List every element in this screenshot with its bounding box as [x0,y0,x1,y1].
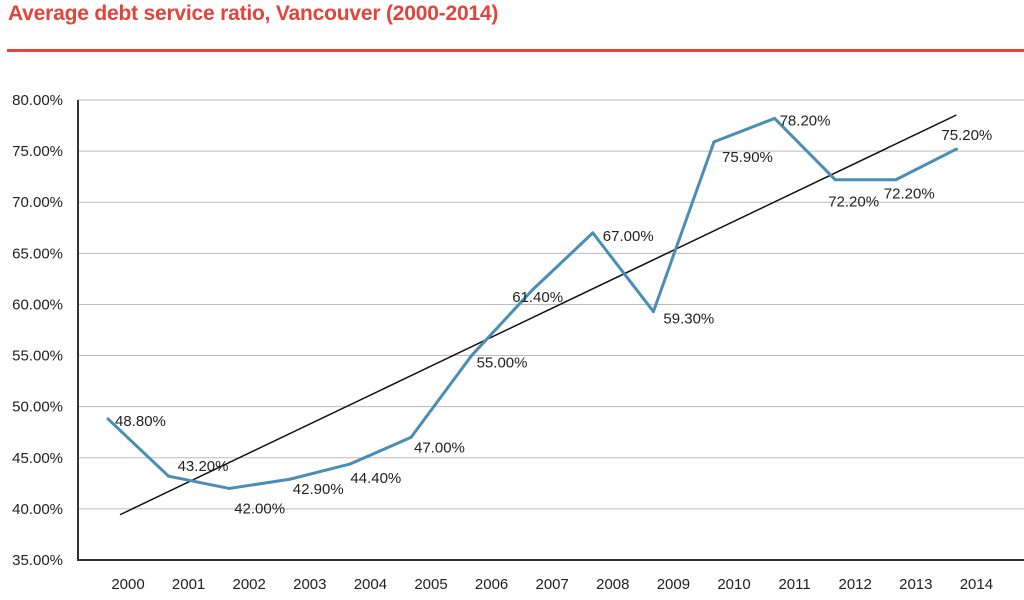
chart-title: Average debt service ratio, Vancouver (2… [8,2,499,25]
data-point [591,231,595,235]
data-point [833,178,837,182]
data-point [712,140,716,144]
x-tick-label: 2009 [657,576,690,593]
data-point [106,417,110,421]
data-point [773,116,777,120]
y-tick-label: 45.00% [12,450,63,467]
x-tick-label: 2013 [899,576,932,593]
x-tick-label: 2005 [414,576,447,593]
x-tick-label: 2000 [111,576,144,593]
data-point [348,462,352,466]
data-point [167,474,171,478]
y-tick-label: 40.00% [12,501,63,518]
y-tick-label: 50.00% [12,399,63,416]
y-tick-label: 55.00% [12,348,63,365]
data-point [470,354,474,358]
x-tick-label: 2003 [293,576,326,593]
data-point [894,178,898,182]
y-tick-label: 80.00% [12,92,63,109]
x-tick-label: 2004 [354,576,387,593]
data-label: 61.40% [512,289,563,306]
data-label: 72.20% [884,186,935,203]
y-tick-label: 70.00% [12,194,63,211]
data-label: 48.80% [115,413,166,430]
data-point [227,486,231,490]
x-tick-label: 2002 [233,576,266,593]
title-rule [7,49,1024,52]
x-tick-label: 2010 [717,576,750,593]
trendline [119,114,957,516]
x-tick-label: 2007 [536,576,569,593]
data-label: 78.20% [780,112,831,129]
data-label: 59.30% [663,311,714,328]
x-tick-label: 2006 [475,576,508,593]
data-label: 67.00% [603,228,654,245]
data-label: 43.20% [178,458,229,475]
x-tick-label: 2011 [778,576,810,593]
y-tick-label: 75.00% [12,143,63,160]
x-tick-label: 2008 [596,576,629,593]
data-point [288,477,292,481]
data-point [530,288,534,292]
data-label: 75.20% [941,127,992,144]
data-point [409,435,413,439]
y-tick-label: 35.00% [12,552,63,569]
data-point [651,310,655,314]
data-label: 44.40% [350,470,401,487]
data-label: 42.00% [234,500,285,517]
data-point [954,147,958,151]
x-tick-label: 2012 [839,576,872,593]
y-tick-label: 60.00% [12,296,63,313]
axis [77,100,1024,561]
data-label: 42.90% [293,481,344,498]
data-label: 72.20% [828,194,879,211]
data-label: 75.90% [722,149,773,166]
y-tick-label: 65.00% [12,245,63,262]
data-label: 47.00% [414,439,465,456]
x-tick-label: 2001 [172,576,205,593]
data-label: 55.00% [477,355,528,372]
x-tick-label: 2014 [960,576,993,593]
